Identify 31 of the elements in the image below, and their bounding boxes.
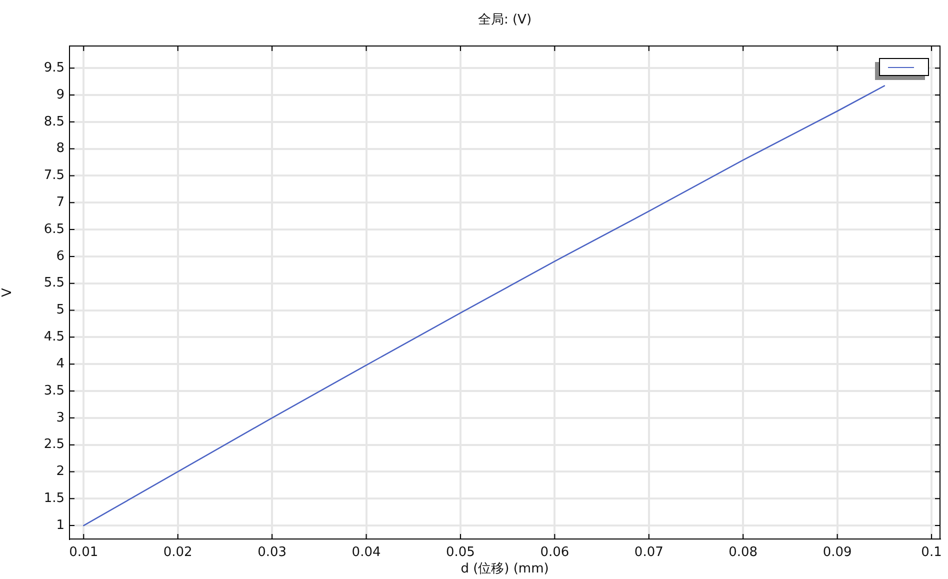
y-tick-label: 8 xyxy=(56,141,64,156)
y-tick-label: 7.5 xyxy=(44,168,64,184)
x-tick-label: 0.1 xyxy=(921,545,942,560)
x-tick-label: 0.06 xyxy=(540,545,570,560)
x-tick-label: 0.01 xyxy=(69,545,98,560)
y-tick-label: 2 xyxy=(56,464,64,480)
y-tick-label: 1 xyxy=(56,518,64,533)
x-axis-title: d (位移) (mm) xyxy=(460,562,549,577)
x-tick-label: 0.04 xyxy=(352,545,381,560)
y-tick-label: 1.5 xyxy=(44,491,64,506)
y-tick-label: 5.5 xyxy=(44,276,64,291)
y-tick-label: 9.5 xyxy=(44,60,64,76)
x-tick-label: 0.07 xyxy=(634,545,664,560)
y-tick-label: 5 xyxy=(56,302,64,318)
x-tick-label: 0.08 xyxy=(728,545,758,560)
y-tick-label: 9 xyxy=(56,87,64,102)
y-tick-label: 3.5 xyxy=(44,383,64,398)
y-tick-label: 4 xyxy=(56,356,64,372)
x-tick-label: 0.02 xyxy=(163,545,192,560)
y-tick-label: 6.5 xyxy=(44,222,64,237)
y-tick-label: 4.5 xyxy=(44,330,64,345)
y-axis-title: V xyxy=(0,288,16,297)
x-tick-label: 0.03 xyxy=(258,545,287,560)
y-tick-label: 2.5 xyxy=(44,437,64,452)
x-tick-label: 0.09 xyxy=(822,545,852,560)
y-tick-label: 7 xyxy=(56,194,64,210)
y-tick-label: 8.5 xyxy=(44,114,64,130)
x-tick-label: 0.05 xyxy=(446,545,475,560)
y-tick-label: 6 xyxy=(56,248,64,264)
y-tick-label: 3 xyxy=(56,410,64,426)
chart-title: 全局: (V) xyxy=(478,12,532,28)
